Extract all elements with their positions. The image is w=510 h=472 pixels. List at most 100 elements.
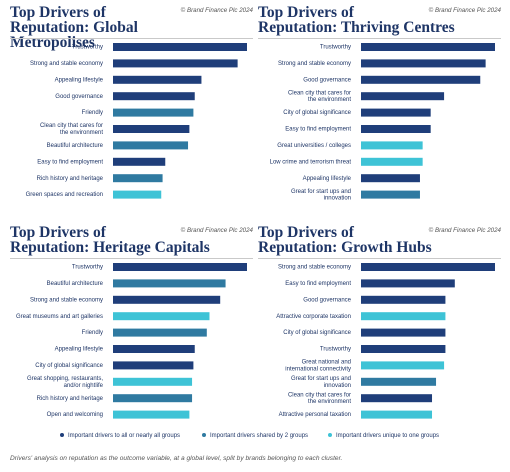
- category-label: Strong and stable economy: [30, 297, 103, 303]
- panel-title-line: Reputation: Growth Hubs: [258, 239, 432, 256]
- panel-heritage-capitals: Top Drivers of Reputation: Heritage Capi…: [10, 225, 253, 421]
- legend: Important drivers to all or nearly all g…: [0, 433, 510, 445]
- category-label: Great for start ups and: [291, 189, 351, 195]
- bar: [361, 410, 433, 419]
- category-label: the environment: [308, 97, 351, 103]
- bar: [113, 43, 247, 51]
- legend-dot-icon: [60, 433, 64, 438]
- category-label: Strong and stable economy: [278, 61, 351, 67]
- bar: [361, 157, 423, 166]
- divider: [10, 38, 253, 39]
- bar: [113, 377, 193, 386]
- category-label: Great shopping, restaurants,: [27, 376, 103, 382]
- category-label: Attractive personal taxation: [279, 412, 351, 418]
- category-label: Trustworthy: [320, 45, 351, 51]
- category-label: Strong and stable economy: [30, 61, 103, 67]
- panel-credit: © Brand Finance Plc 2024: [180, 227, 253, 234]
- panel-title-line: Top Drivers of: [10, 4, 106, 21]
- category-label: Clean city that cares for: [40, 123, 103, 129]
- bar: [361, 190, 420, 199]
- bar: [113, 279, 226, 288]
- category-label: Beautiful architecture: [47, 281, 104, 287]
- panel-title: Top Drivers of Reputation: Growth Hubs: [258, 225, 458, 256]
- category-label: Appealing lifestyle: [303, 176, 352, 182]
- bar: [361, 377, 437, 386]
- panel-thriving-centres: Top Drivers of Reputation: Thriving Cent…: [258, 5, 501, 202]
- category-label: Easy to find employment: [37, 159, 103, 165]
- bar-chart: Trustworthy Strong and stable economy Good…: [270, 43, 495, 202]
- panel-title: Top Drivers of Reputation: Thriving Cent…: [258, 5, 458, 36]
- bar-chart: Trustworthy Beautiful architecture Strong …: [16, 263, 247, 419]
- bar: [113, 92, 195, 101]
- category-label: Good governance: [303, 77, 351, 83]
- category-label: Easy to find employment: [285, 127, 351, 133]
- bar: [361, 108, 431, 117]
- bar: [361, 59, 486, 68]
- bar: [361, 345, 446, 353]
- bar: [113, 312, 210, 321]
- bar: [113, 174, 163, 183]
- category-label: City of global significance: [283, 330, 351, 336]
- bar: [113, 394, 193, 403]
- panel-global-metropolises: Top Drivers of Reputation: Global Metrop…: [10, 5, 253, 201]
- bar: [113, 125, 190, 133]
- bar: [113, 263, 247, 271]
- category-label: innovation: [324, 196, 351, 202]
- bar: [113, 190, 162, 199]
- category-label: Great for start ups and: [291, 376, 351, 382]
- category-label: innovation: [324, 383, 351, 389]
- bar: [113, 345, 195, 353]
- category-label: Beautiful architecture: [47, 143, 104, 149]
- bar: [113, 75, 202, 84]
- category-label: Great museums and art galleries: [16, 314, 103, 320]
- category-label: Friendly: [82, 330, 103, 336]
- category-label: Clean city that cares for: [288, 392, 351, 398]
- legend-label: Important drivers shared by 2 groups: [210, 433, 309, 439]
- category-label: City of global significance: [35, 363, 103, 369]
- bar: [361, 328, 446, 337]
- category-label: Open and welcoming: [47, 412, 103, 418]
- category-label: City of global significance: [283, 110, 351, 116]
- category-label: Appealing lifestyle: [55, 347, 104, 353]
- bar-chart: Trustworthy Strong and stable economy Appe…: [26, 43, 247, 199]
- legend-label: Important drivers unique to one groups: [336, 433, 440, 439]
- category-label: Great national and: [302, 360, 351, 366]
- legend-item-one: Important drivers unique to one groups: [328, 433, 439, 439]
- bar: [361, 312, 446, 321]
- divider: [10, 258, 253, 259]
- category-label: the environment: [308, 399, 351, 405]
- divider: [258, 258, 501, 259]
- legend-item-two: Important drivers shared by 2 groups: [202, 433, 308, 439]
- bar: [113, 108, 194, 117]
- category-label: and/or nightlife: [64, 383, 104, 389]
- bar: [113, 361, 194, 370]
- bar: [361, 279, 455, 288]
- panel-credit: © Brand Finance Plc 2024: [428, 227, 501, 234]
- category-label: Appealing lifestyle: [55, 77, 104, 83]
- bar: [113, 328, 207, 337]
- bar: [361, 43, 495, 51]
- category-label: Good governance: [55, 94, 103, 100]
- panel-title-line: Reputation: Thriving Centres: [258, 19, 455, 36]
- bar: [361, 295, 446, 304]
- category-label: Good governance: [303, 297, 351, 303]
- panel-credit: © Brand Finance Plc 2024: [180, 7, 253, 14]
- category-label: Trustworthy: [320, 347, 351, 353]
- category-label: Easy to find employment: [285, 281, 351, 287]
- category-label: Great universities / colleges: [277, 143, 351, 149]
- bar: [361, 263, 495, 271]
- bar: [361, 361, 445, 370]
- panel-growth-hubs: Top Drivers of Reputation: Growth Hubs ©…: [258, 225, 501, 421]
- legend-label: Important drivers to all or nearly all g…: [68, 433, 181, 439]
- bar: [113, 141, 189, 150]
- panel-title: Top Drivers of Reputation: Heritage Capi…: [10, 225, 210, 256]
- category-label: Rich history and heritage: [37, 176, 104, 182]
- category-label: Attractive corporate taxation: [276, 314, 351, 320]
- bar: [361, 75, 481, 84]
- category-label: Friendly: [82, 110, 103, 116]
- category-label: Trustworthy: [72, 45, 103, 51]
- panel-title-line: Reputation: Heritage Capitals: [10, 239, 210, 256]
- category-label: the environment: [60, 130, 103, 136]
- bar: [361, 141, 423, 150]
- bar: [361, 394, 433, 403]
